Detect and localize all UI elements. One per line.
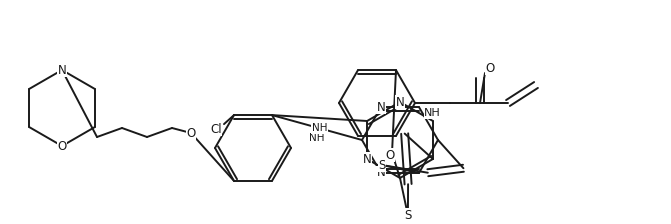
Text: O: O [58, 140, 66, 153]
Text: O: O [385, 149, 395, 162]
Text: N: N [396, 95, 405, 108]
Text: O: O [187, 127, 196, 140]
Text: S: S [378, 159, 386, 172]
Text: Cl: Cl [210, 123, 222, 136]
Text: N: N [58, 63, 66, 77]
Text: N: N [363, 153, 372, 166]
Text: NH: NH [312, 123, 327, 133]
Text: N: N [376, 166, 385, 179]
Text: S: S [404, 209, 411, 222]
Text: NH: NH [309, 133, 325, 142]
Text: O: O [485, 62, 495, 75]
Text: NH: NH [424, 108, 441, 118]
Text: N: N [376, 101, 385, 114]
